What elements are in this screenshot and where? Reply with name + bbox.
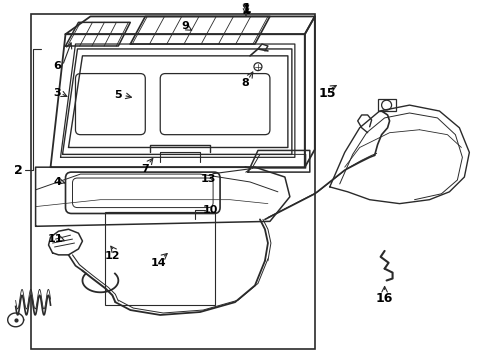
- Text: 13: 13: [200, 174, 216, 184]
- Text: 5: 5: [115, 90, 122, 100]
- Text: 15: 15: [319, 87, 337, 100]
- Text: 3: 3: [54, 88, 61, 98]
- Text: 6: 6: [53, 61, 61, 71]
- Text: 7: 7: [142, 164, 149, 174]
- Text: 8: 8: [241, 78, 249, 89]
- Bar: [105, 212, 215, 305]
- Text: 11: 11: [48, 234, 63, 244]
- Text: 1: 1: [242, 4, 250, 17]
- Text: 14: 14: [150, 258, 166, 268]
- Text: 2: 2: [14, 164, 23, 177]
- Text: 16: 16: [376, 292, 393, 305]
- Text: 1: 1: [241, 1, 251, 15]
- Bar: [378, 99, 395, 111]
- Bar: [30, 14, 315, 350]
- Text: 12: 12: [105, 251, 120, 261]
- Text: 9: 9: [181, 21, 189, 31]
- Text: 10: 10: [202, 204, 218, 215]
- Text: 4: 4: [53, 177, 61, 187]
